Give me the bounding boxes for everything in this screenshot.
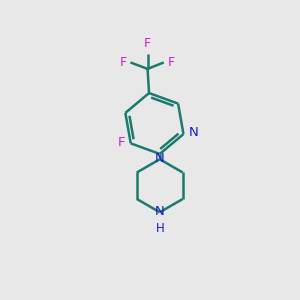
Text: N: N — [188, 126, 198, 139]
Text: F: F — [119, 56, 127, 69]
Text: F: F — [168, 56, 175, 69]
Text: F: F — [144, 38, 151, 50]
Text: F: F — [118, 136, 125, 149]
Text: N: N — [155, 152, 165, 166]
Text: N: N — [155, 205, 165, 218]
Text: H: H — [155, 222, 164, 235]
